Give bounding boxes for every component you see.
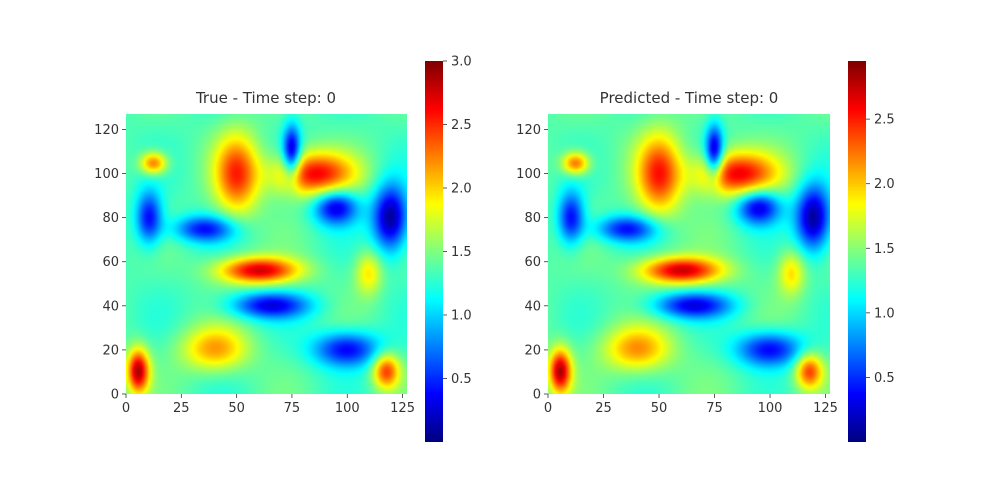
y-tick-label: 0 <box>533 388 541 403</box>
y-tick-label: 80 <box>102 211 119 226</box>
y-tick-label: 60 <box>102 255 119 270</box>
x-tick-label: 100 <box>758 401 783 416</box>
y-tick-label: 120 <box>516 123 541 138</box>
colorbar-tick-label: 0.5 <box>874 371 895 386</box>
chart-title: Predicted - Time step: 0 <box>600 89 779 107</box>
predicted-panel: Predicted - Time step: 0 0 25 50 75 100 125 0 20… <box>516 61 895 442</box>
colorbar-tick-label: 2.0 <box>874 177 895 192</box>
x-tick-label: 0 <box>122 401 130 416</box>
colorbar-tick-label: 2.5 <box>874 113 895 128</box>
colorbar <box>848 61 866 442</box>
chart-title: True - Time step: 0 <box>195 89 336 107</box>
y-tick-label: 80 <box>524 211 541 226</box>
x-tick-label: 125 <box>813 401 838 416</box>
x-tick-label: 0 <box>544 401 552 416</box>
x-tick-label: 75 <box>706 401 723 416</box>
heatmap-image <box>548 114 830 394</box>
true-panel: True - Time step: 0 0 25 50 75 100 125 0 20 40 60 8… <box>94 55 472 442</box>
x-tick-label: 25 <box>173 401 190 416</box>
colorbar-tick-label: 1.0 <box>874 306 895 321</box>
colorbar-tick-label: 1.0 <box>451 309 472 324</box>
x-tick-label: 50 <box>651 401 668 416</box>
x-tick-label: 25 <box>595 401 612 416</box>
y-tick-label: 40 <box>524 299 541 314</box>
y-tick-label: 20 <box>524 343 541 358</box>
x-tick-label: 50 <box>228 401 245 416</box>
colorbar <box>425 61 443 442</box>
y-tick-label: 100 <box>516 167 541 182</box>
colorbar-tick-label: 2.0 <box>451 182 472 197</box>
y-tick-label: 100 <box>94 167 119 182</box>
colorbar-tick-label: 0.5 <box>451 372 472 387</box>
colorbar-tick-label: 2.5 <box>451 118 472 133</box>
colorbar-tick-label: 1.5 <box>451 245 472 260</box>
x-tick-label: 125 <box>390 401 415 416</box>
y-tick-label: 60 <box>524 255 541 270</box>
colorbar-tick-label: 1.5 <box>874 242 895 257</box>
y-tick-label: 0 <box>111 388 119 403</box>
x-tick-label: 75 <box>284 401 301 416</box>
y-tick-label: 20 <box>102 343 119 358</box>
heatmap-image <box>126 114 407 394</box>
y-tick-label: 40 <box>102 299 119 314</box>
x-tick-label: 100 <box>335 401 360 416</box>
colorbar-tick-label: 3.0 <box>451 55 472 70</box>
y-tick-label: 120 <box>94 123 119 138</box>
